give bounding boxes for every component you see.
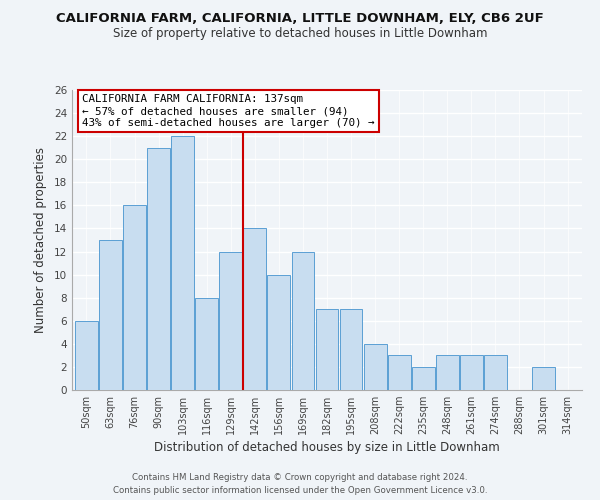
Bar (412, 367, 434, 390)
Bar (195, 298, 218, 390)
Bar (436, 356, 459, 390)
Bar (268, 274, 290, 390)
Bar (460, 356, 483, 390)
Text: CALIFORNIA FARM, CALIFORNIA, LITTLE DOWNHAM, ELY, CB6 2UF: CALIFORNIA FARM, CALIFORNIA, LITTLE DOWN… (56, 12, 544, 26)
Bar (99, 240, 122, 390)
Text: Contains HM Land Registry data © Crown copyright and database right 2024.: Contains HM Land Registry data © Crown c… (132, 474, 468, 482)
Bar (75, 321, 98, 390)
Bar (364, 344, 386, 390)
X-axis label: Distribution of detached houses by size in Little Downham: Distribution of detached houses by size … (154, 442, 500, 454)
Bar (388, 356, 410, 390)
Bar (340, 309, 362, 390)
Bar (171, 136, 194, 390)
Bar (123, 206, 146, 390)
Text: Contains public sector information licensed under the Open Government Licence v3: Contains public sector information licen… (113, 486, 487, 495)
Text: Size of property relative to detached houses in Little Downham: Size of property relative to detached ho… (113, 28, 487, 40)
Bar (220, 252, 242, 390)
Bar (244, 228, 266, 390)
Bar (532, 367, 555, 390)
Bar (316, 309, 338, 390)
Bar (484, 356, 507, 390)
Bar (292, 252, 314, 390)
Y-axis label: Number of detached properties: Number of detached properties (34, 147, 47, 333)
Text: CALIFORNIA FARM CALIFORNIA: 137sqm
← 57% of detached houses are smaller (94)
43%: CALIFORNIA FARM CALIFORNIA: 137sqm ← 57%… (82, 94, 374, 128)
Bar (147, 148, 170, 390)
